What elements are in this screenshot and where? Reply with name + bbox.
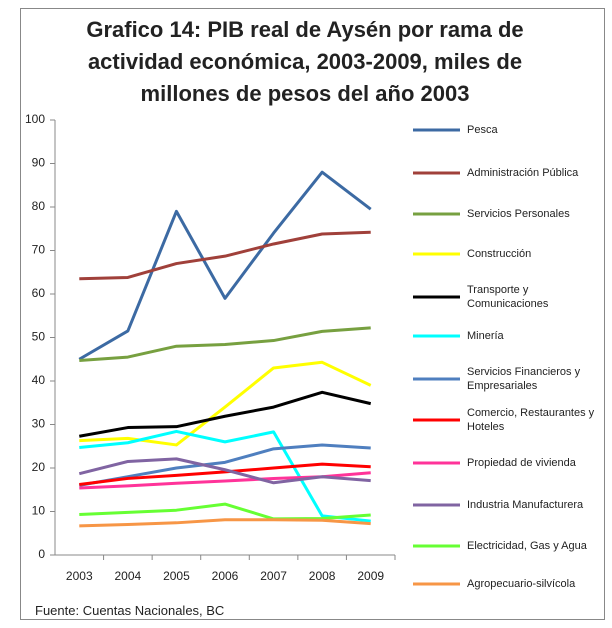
y-tick-label: 10 bbox=[32, 504, 46, 518]
y-tick-label: 50 bbox=[32, 330, 46, 344]
y-tick-label: 20 bbox=[32, 460, 46, 474]
x-tick-label: 2006 bbox=[212, 569, 239, 583]
series-line bbox=[79, 462, 371, 487]
y-tick-label: 70 bbox=[32, 243, 46, 257]
series-line bbox=[79, 502, 371, 521]
legend-label: Pesca bbox=[467, 124, 498, 136]
x-tick-label: 2008 bbox=[309, 569, 336, 583]
x-tick-label: 2005 bbox=[163, 569, 190, 583]
legend-label: Agropecuario-silvícola bbox=[467, 578, 576, 590]
x-tick-label: 2007 bbox=[260, 569, 287, 583]
legend-label: Construcción bbox=[467, 248, 532, 260]
y-tick-label: 100 bbox=[25, 112, 45, 126]
legend-label: Servicios Personales bbox=[467, 208, 570, 220]
legend-label: Servicios Financieros y Empresariales bbox=[467, 366, 581, 392]
series-line bbox=[79, 518, 371, 528]
series-line bbox=[79, 230, 371, 281]
y-tick-label: 90 bbox=[32, 156, 46, 170]
chart-title: Grafico 14: PIB real de Aysén por rama d… bbox=[86, 17, 524, 106]
x-tick-label: 2003 bbox=[66, 569, 93, 583]
y-tick-label: 30 bbox=[32, 417, 46, 431]
x-tick-label: 2009 bbox=[357, 569, 384, 583]
legend-label: Propiedad de vivienda bbox=[467, 457, 576, 469]
series-line bbox=[79, 326, 371, 363]
legend-label: Transporte y Comunicaciones bbox=[467, 284, 549, 310]
x-tick-label: 2004 bbox=[115, 569, 142, 583]
series-line bbox=[79, 429, 371, 523]
series-line bbox=[79, 443, 371, 487]
legend-label: Electricidad, Gas y Agua bbox=[467, 540, 587, 552]
legend-label: Minería bbox=[467, 330, 504, 342]
legend-label: Industria Manufacturera bbox=[467, 499, 584, 511]
legend-label: Administración Pública bbox=[467, 167, 579, 179]
series-line bbox=[79, 390, 372, 438]
y-tick-label: 60 bbox=[32, 286, 46, 300]
y-tick-label: 80 bbox=[32, 199, 46, 213]
series-line bbox=[78, 457, 371, 485]
series-line bbox=[79, 360, 372, 447]
y-tick-label: 40 bbox=[32, 373, 46, 387]
y-tick-label: 0 bbox=[38, 547, 45, 561]
legend-label: Comercio, Restaurantes y Hoteles bbox=[467, 407, 595, 433]
chart-frame bbox=[20, 8, 605, 620]
series-line bbox=[78, 170, 372, 361]
source-note: Fuente: Cuentas Nacionales, BC bbox=[35, 603, 225, 618]
